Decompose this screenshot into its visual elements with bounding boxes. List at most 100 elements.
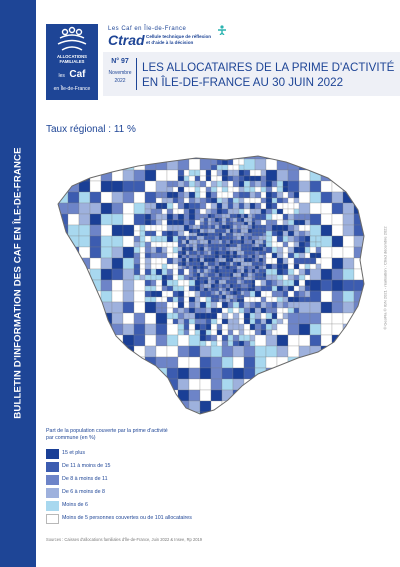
commune-cell xyxy=(232,191,240,199)
commune-cell xyxy=(78,345,91,358)
commune-cell xyxy=(265,246,273,254)
commune-cell xyxy=(247,228,253,234)
commune-cell xyxy=(320,367,333,380)
page-title: LES ALLOCATAIRES DE LA PRIME D'ACTIVITÉ … xyxy=(142,60,397,90)
commune-cell xyxy=(89,301,102,314)
commune-cell xyxy=(353,323,364,336)
commune-cell xyxy=(243,257,249,263)
commune-cell xyxy=(133,246,141,254)
commune-cell xyxy=(243,217,249,223)
commune-cell xyxy=(320,246,333,259)
commune-cell xyxy=(122,213,135,226)
commune-cell xyxy=(221,217,227,223)
commune-cell xyxy=(100,345,113,358)
commune-cell xyxy=(232,279,238,285)
commune-cell xyxy=(225,268,231,274)
commune-cell xyxy=(236,279,242,285)
commune-cell xyxy=(365,203,372,214)
commune-cell xyxy=(199,268,205,274)
legend-swatch xyxy=(46,449,59,459)
commune-cell xyxy=(203,246,209,252)
commune-cell xyxy=(188,345,201,358)
commune-cell xyxy=(353,301,364,314)
commune-cell xyxy=(133,389,146,402)
commune-cell xyxy=(111,156,124,160)
commune-cell xyxy=(265,224,273,232)
commune-cell xyxy=(265,301,273,309)
commune-cell xyxy=(309,191,322,204)
commune-cell xyxy=(188,323,196,331)
commune-cell xyxy=(254,279,262,287)
commune-cell xyxy=(78,389,91,402)
commune-cell xyxy=(221,156,234,160)
commune-cell xyxy=(58,400,69,413)
commune-cell xyxy=(199,169,207,177)
commune-cell xyxy=(236,246,242,252)
commune-cell xyxy=(232,158,240,166)
commune-cell xyxy=(111,334,124,347)
commune-cell xyxy=(265,378,278,391)
commune-cell xyxy=(89,191,102,204)
commune-cell xyxy=(342,169,355,182)
commune-cell xyxy=(365,214,372,225)
commune-cell xyxy=(222,423,233,424)
commune-cell xyxy=(254,257,260,263)
commune-cell xyxy=(258,257,264,263)
commune-cell xyxy=(365,269,372,280)
commune-cell xyxy=(276,279,284,287)
commune-cell xyxy=(89,224,102,237)
caf-logo: ALLOCATIONS FAMILIALES les Caf en Île-de… xyxy=(46,24,98,100)
commune-cell xyxy=(78,367,91,380)
commune-cell xyxy=(232,228,238,234)
commune-cell xyxy=(78,334,91,347)
commune-cell xyxy=(309,246,317,254)
commune-cell xyxy=(298,301,311,314)
commune-cell xyxy=(221,224,227,230)
commune-cell xyxy=(166,156,179,160)
commune-cell xyxy=(221,246,227,252)
commune-cell xyxy=(89,411,102,414)
commune-cell xyxy=(236,272,242,278)
commune-cell xyxy=(214,290,220,296)
legend-label: Moins de 6 xyxy=(62,502,88,508)
commune-cell xyxy=(78,279,91,292)
commune-cell xyxy=(214,224,220,230)
commune-cell xyxy=(188,312,196,320)
commune-cell xyxy=(177,411,190,414)
commune-cell xyxy=(46,346,57,357)
commune-cell xyxy=(320,356,333,369)
commune-cell xyxy=(225,272,231,278)
commune-cell xyxy=(243,356,256,369)
commune-cell xyxy=(221,279,227,285)
commune-cell xyxy=(203,235,209,241)
commune-cell xyxy=(214,246,220,252)
commune-cell xyxy=(199,334,207,342)
commune-cell xyxy=(298,356,311,369)
commune-cell xyxy=(177,312,185,320)
commune-cell xyxy=(221,378,234,391)
commune-cell xyxy=(67,356,80,369)
commune-cell xyxy=(122,389,135,402)
commune-cell xyxy=(46,192,57,203)
commune-cell xyxy=(144,202,152,210)
map-credit: © GeoFla © IGN 2021 - réalisation : Ctra… xyxy=(382,226,388,330)
commune-cell xyxy=(232,367,245,380)
commune-cell xyxy=(320,180,333,193)
page-title-line2: EN ÎLE-DE-FRANCE AU 30 JUIN 2022 xyxy=(142,76,344,89)
commune-cell xyxy=(243,301,251,309)
commune-cell xyxy=(46,302,57,313)
commune-cell xyxy=(221,250,227,256)
commune-cell xyxy=(166,323,179,336)
commune-cell xyxy=(199,367,212,380)
commune-cell xyxy=(89,356,102,369)
commune-cell xyxy=(100,224,113,237)
commune-cell xyxy=(232,235,238,241)
commune-cell xyxy=(203,213,209,219)
commune-cell xyxy=(188,279,196,287)
commune-cell xyxy=(210,250,216,256)
commune-cell xyxy=(298,246,306,254)
commune-cell xyxy=(89,334,102,347)
commune-cell xyxy=(210,224,216,230)
commune-cell xyxy=(365,302,372,313)
commune-cell xyxy=(365,412,372,423)
